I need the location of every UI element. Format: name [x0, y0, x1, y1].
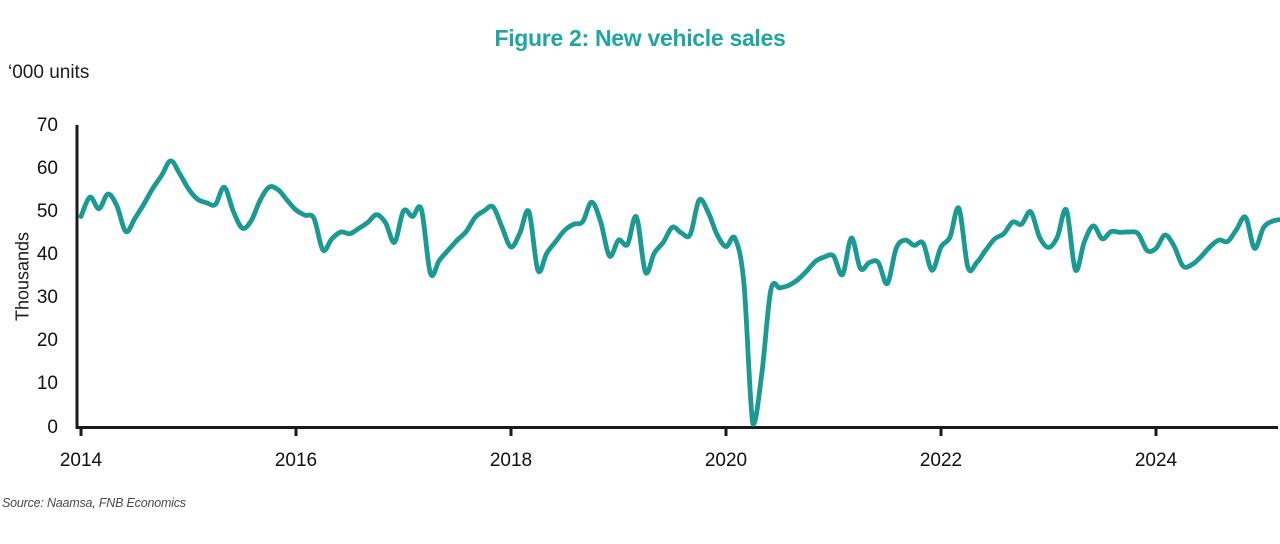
x-tick-label: 2022 [919, 450, 963, 471]
x-tick-label: 2016 [274, 450, 318, 471]
y-tick-label: 70 [36, 115, 58, 136]
source-note: Source: Naamsa, FNB Economics [2, 496, 186, 510]
x-tick-label: 2020 [704, 450, 748, 471]
axes [75, 125, 1278, 436]
y-tick-label: 10 [36, 373, 58, 395]
chart-title: Figure 2: New vehicle sales [494, 25, 786, 51]
y-tick-label: 40 [36, 244, 58, 266]
sales-line-series [78, 158, 1280, 427]
y-tick-label: 20 [36, 330, 58, 352]
y-tick-label: 0 [47, 416, 58, 438]
y-tick-label: 50 [36, 201, 58, 223]
y-tick-label: 60 [36, 158, 58, 180]
x-tick-label: 2024 [1134, 450, 1178, 471]
x-tick-label: 2018 [489, 450, 533, 471]
x-tick-label: 2014 [59, 450, 103, 471]
units-label: ‘000 units [8, 62, 90, 83]
y-tick-label: 30 [36, 287, 58, 309]
